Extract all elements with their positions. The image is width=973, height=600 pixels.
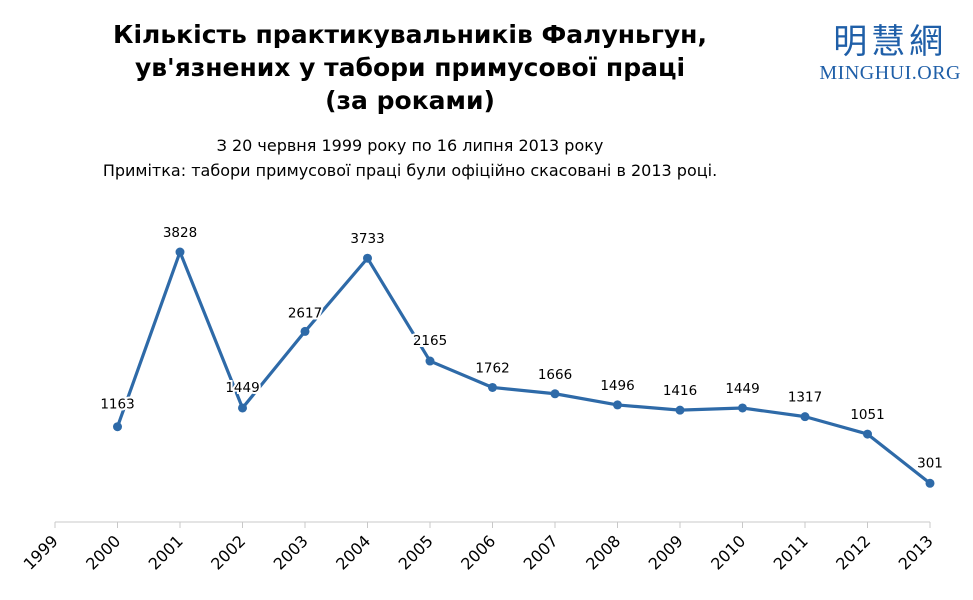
- x-tick-label: 2008: [582, 531, 624, 573]
- logo-cjk-text: 明慧網: [833, 22, 948, 62]
- data-point: [925, 478, 935, 488]
- x-tick-label: 2000: [82, 531, 124, 573]
- data-label: 1051: [850, 407, 884, 423]
- chart-title-line-2: ув'язнених у табори примусової праці: [134, 53, 686, 82]
- chart-title-line-3: (за роками): [325, 86, 495, 115]
- chart-title-line-1: Кількість практикувальників Фалуньгун,: [113, 20, 707, 49]
- data-point: [113, 422, 122, 432]
- data-point: [175, 247, 185, 257]
- x-tick-label: 2010: [707, 531, 749, 573]
- data-point: [675, 405, 685, 415]
- data-point: [550, 389, 560, 399]
- data-point: [238, 403, 247, 413]
- data-point: [425, 356, 435, 366]
- data-label: 1449: [225, 380, 259, 396]
- chart-note-line: Примітка: табори примусової праці були о…: [102, 161, 718, 180]
- data-label: 3828: [163, 225, 197, 241]
- data-point: [613, 400, 622, 410]
- x-tick-label: 2003: [270, 531, 312, 573]
- data-label: 3733: [350, 231, 384, 247]
- minghui-logo: 明慧網 MINGHUI.ORG: [819, 22, 961, 84]
- data-point: [363, 253, 372, 263]
- data-point: [863, 429, 872, 439]
- logo-latin-text: MINGHUI.ORG: [819, 62, 961, 84]
- x-tick-label: 2004: [332, 531, 374, 573]
- x-tick-label: 2007: [520, 531, 562, 573]
- data-label: 1666: [538, 367, 572, 383]
- chart-subtitle-line-1: З 20 червня 1999 року по 16 липня 2013 р…: [216, 136, 604, 155]
- data-label: 1449: [725, 381, 759, 397]
- data-label: 1496: [600, 378, 634, 394]
- x-tick-label: 2009: [645, 531, 687, 573]
- x-tick-label: 1999: [20, 531, 62, 573]
- x-tick-label: 2012: [832, 531, 874, 573]
- x-tick-label: 2002: [207, 531, 249, 573]
- data-label: 1317: [788, 390, 822, 406]
- x-tick-label: 2011: [770, 531, 812, 573]
- chart-title: Кількість практикувальників Фалуньгун, у…: [40, 18, 780, 117]
- data-point: [738, 403, 747, 413]
- x-tick-label: 2005: [395, 531, 437, 573]
- data-label: 2165: [413, 333, 447, 349]
- series-line: [115, 250, 931, 485]
- x-tick-label: 2006: [457, 531, 499, 573]
- data-label: 2617: [288, 305, 322, 321]
- data-point: [488, 382, 497, 392]
- x-tick-label: 2013: [895, 531, 937, 573]
- data-point: [300, 326, 310, 336]
- data-label: 1762: [475, 360, 509, 376]
- data-label: 1416: [663, 383, 697, 399]
- data-label: 1163: [100, 397, 134, 413]
- x-tick-label: 2001: [145, 531, 187, 573]
- chart-subtitle: З 20 червня 1999 року по 16 липня 2013 р…: [20, 133, 800, 183]
- data-point: [800, 412, 810, 422]
- data-label: 301: [917, 455, 943, 471]
